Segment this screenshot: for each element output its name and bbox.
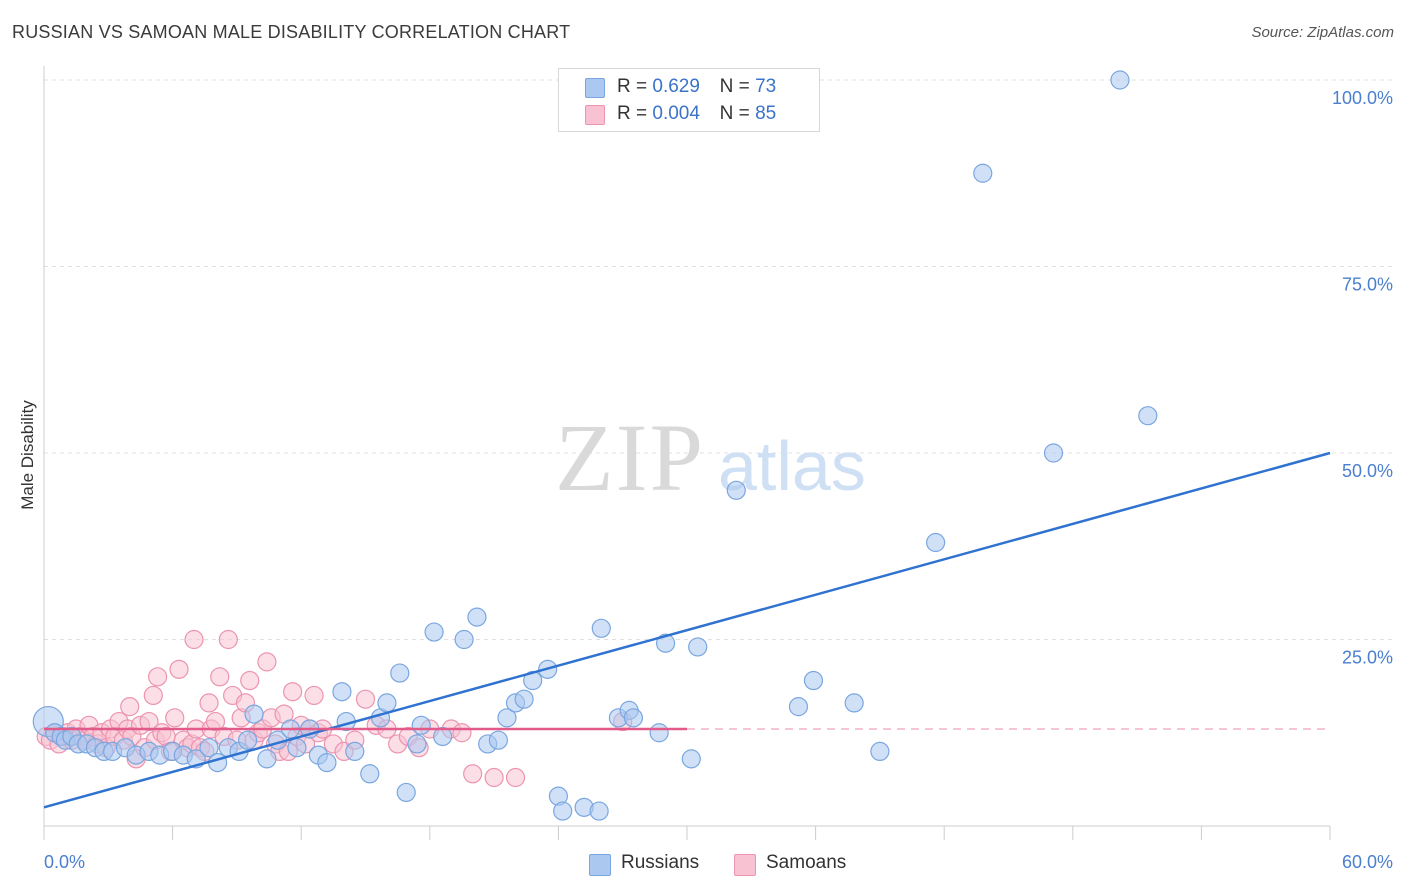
data-point	[505, 767, 526, 788]
y-axis-label: Male Disability	[18, 400, 37, 510]
y-tick-label: 100.0%	[1332, 88, 1393, 108]
data-point	[238, 730, 258, 750]
x-tick-label: 0.0%	[44, 852, 85, 872]
data-point	[497, 708, 517, 728]
legend-r-label: R =	[617, 103, 648, 124]
bottom-legend-swatch-samoans	[734, 854, 756, 876]
data-point	[345, 741, 365, 762]
data-point	[218, 629, 238, 650]
data-point	[1138, 406, 1158, 426]
data-point	[147, 667, 168, 687]
data-point	[377, 693, 397, 713]
legend-swatch-samoans	[585, 105, 605, 125]
trend-lines	[43, 451, 1331, 809]
data-point	[283, 682, 303, 702]
data-point	[240, 670, 260, 691]
data-point	[649, 723, 669, 743]
data-point	[484, 767, 504, 788]
data-point	[553, 801, 573, 821]
data-point	[205, 711, 226, 732]
data-point	[407, 734, 427, 754]
chart-title: RUSSIAN VS SAMOAN MALE DISABILITY CORREL…	[12, 22, 571, 42]
data-point	[287, 738, 307, 758]
bottom-legend-swatch-russians	[589, 854, 611, 876]
data-point	[454, 629, 474, 650]
data-point	[973, 163, 993, 183]
data-point	[1110, 70, 1130, 90]
data-point	[433, 726, 453, 747]
x-tick-label: 60.0%	[1342, 852, 1393, 872]
y-tick-label: 50.0%	[1342, 461, 1393, 481]
data-point	[726, 480, 746, 500]
data-point	[244, 704, 264, 724]
legend-r-value: 0.004	[652, 103, 700, 124]
correlation-legend: R = 0.629 N = 73 R = 0.004 N = 85	[558, 68, 820, 132]
legend-n-label: N =	[719, 103, 750, 124]
bottom-legend-label: Samoans	[766, 852, 847, 873]
legend-n-label: N =	[719, 76, 750, 97]
axis-labels: 25.0% 50.0% 75.0% 100.0% 0.0% 60.0% Male Disab…	[18, 88, 1393, 872]
legend-swatch-russians	[585, 78, 605, 98]
data-point	[803, 670, 824, 691]
data-point	[591, 618, 611, 638]
data-point	[317, 752, 337, 773]
data-point	[257, 652, 277, 672]
data-point	[208, 752, 228, 773]
gridlines	[44, 79, 1395, 640]
data-point	[844, 693, 864, 713]
data-point	[589, 801, 609, 821]
data-point	[514, 689, 534, 709]
data-point	[396, 782, 416, 803]
data-point	[143, 685, 163, 706]
data-point	[424, 622, 444, 642]
data-point	[120, 697, 140, 717]
data-point	[360, 764, 380, 784]
data-point	[139, 711, 159, 732]
watermark-zip: ZIP	[555, 404, 705, 511]
legend-n-value: 85	[755, 103, 777, 124]
data-point	[788, 697, 809, 717]
data-point	[355, 689, 376, 709]
data-point	[390, 663, 410, 683]
data-point	[926, 532, 946, 553]
data-point	[169, 659, 189, 679]
legend-n-value: 73	[755, 76, 777, 97]
data-point	[681, 749, 701, 769]
legend-r-value: 0.629	[652, 76, 700, 97]
data-point	[463, 764, 483, 784]
data-point	[655, 633, 676, 653]
data-point	[184, 629, 204, 650]
data-point	[257, 749, 277, 769]
data-point	[623, 708, 644, 728]
axes	[43, 66, 1331, 840]
data-point	[452, 723, 472, 743]
data-point	[304, 685, 324, 706]
data-point	[411, 715, 431, 735]
data-point	[870, 741, 890, 762]
watermark: ZIP atlas	[555, 404, 866, 511]
data-point	[332, 682, 352, 702]
y-tick-label: 75.0%	[1342, 275, 1393, 295]
y-tick-label: 25.0%	[1342, 648, 1393, 668]
bottom-legend-label: Russians	[621, 852, 700, 873]
source-label: Source: ZipAtlas.com	[1251, 24, 1394, 41]
data-point	[165, 708, 185, 728]
data-point	[467, 607, 487, 627]
data-point	[688, 637, 708, 657]
trend-line-russians	[43, 451, 1331, 809]
data-point	[488, 730, 508, 750]
legend-r-label: R =	[617, 76, 648, 97]
data-point	[1043, 443, 1064, 463]
data-point	[199, 693, 219, 713]
data-point	[210, 667, 230, 687]
data-point	[199, 738, 219, 758]
